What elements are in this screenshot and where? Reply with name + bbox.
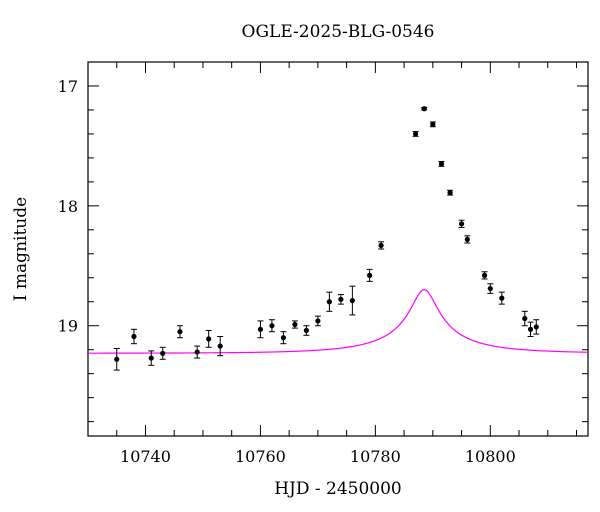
- data-point: [148, 350, 155, 366]
- data-point: [464, 235, 471, 244]
- x-axis-label: HJD - 2450000: [274, 479, 402, 499]
- data-point: [438, 160, 445, 167]
- data-point: [314, 315, 321, 327]
- chart-title: OGLE-2025-BLG-0546: [241, 22, 435, 42]
- data-point: [205, 330, 212, 348]
- data-point: [429, 121, 436, 128]
- data-point: [421, 106, 428, 112]
- data-point: [533, 319, 540, 335]
- data-marker: [499, 295, 505, 301]
- data-marker: [292, 321, 298, 328]
- data-marker: [194, 349, 200, 355]
- data-point: [326, 291, 333, 312]
- data-point: [481, 271, 488, 280]
- data-point: [458, 219, 465, 228]
- data-marker: [315, 318, 321, 324]
- data-marker: [206, 336, 212, 342]
- data-marker: [447, 190, 453, 196]
- data-marker: [367, 272, 373, 278]
- data-marker: [257, 326, 264, 332]
- y-axis-label: I magnitude: [11, 197, 31, 301]
- data-point: [176, 325, 183, 339]
- data-marker: [177, 329, 183, 335]
- data-marker: [522, 315, 528, 322]
- data-marker: [280, 335, 287, 341]
- model-curve: [88, 289, 589, 354]
- data-marker: [303, 327, 309, 334]
- data-point: [349, 285, 356, 316]
- data-point: [303, 325, 310, 336]
- data-point: [412, 131, 419, 137]
- data-point: [217, 336, 224, 357]
- data-marker: [430, 121, 436, 127]
- data-point: [527, 321, 534, 338]
- data-point: [280, 331, 287, 345]
- data-point: [498, 291, 505, 305]
- data-marker: [217, 343, 223, 349]
- data-point: [521, 310, 528, 327]
- data-marker: [114, 356, 120, 362]
- axis-tick-labels: 10740 10760 10780 10800 17 18 19: [58, 77, 516, 466]
- data-point: [113, 347, 120, 371]
- data-marker: [487, 285, 493, 292]
- data-point: [378, 241, 385, 250]
- data-point: [366, 268, 373, 282]
- data-marker: [421, 106, 427, 112]
- data-point: [194, 345, 201, 359]
- data-points-layer: [113, 106, 540, 371]
- data-point: [268, 319, 275, 333]
- x-tick-label: 10800: [465, 447, 516, 466]
- data-marker: [527, 326, 534, 332]
- data-marker: [338, 296, 344, 302]
- data-marker: [438, 161, 445, 167]
- data-marker: [148, 355, 154, 361]
- data-point: [130, 328, 137, 345]
- x-tick-label: 10740: [120, 447, 171, 466]
- plot-frame: [87, 61, 589, 437]
- data-point: [447, 189, 454, 196]
- model-curve-layer: [88, 289, 589, 354]
- data-marker: [269, 323, 275, 329]
- data-point: [487, 283, 494, 294]
- data-point: [257, 320, 264, 339]
- data-marker: [412, 131, 419, 137]
- plot-border: [87, 61, 589, 437]
- y-tick-label: 18: [58, 197, 78, 216]
- data-marker: [160, 350, 166, 356]
- data-marker: [458, 221, 465, 227]
- data-point: [159, 346, 166, 360]
- data-marker: [378, 242, 384, 249]
- y-tick-label: 17: [58, 77, 78, 96]
- data-marker: [131, 333, 137, 340]
- data-marker: [464, 236, 470, 243]
- data-marker: [481, 272, 488, 278]
- data-point: [337, 294, 344, 305]
- x-tick-label: 10760: [235, 447, 286, 466]
- axis-ticks: [87, 61, 588, 436]
- data-marker: [349, 297, 355, 304]
- data-point: [291, 320, 298, 329]
- y-tick-label: 19: [58, 317, 78, 336]
- x-tick-label: 10780: [350, 447, 401, 466]
- data-marker: [326, 299, 332, 305]
- data-marker: [533, 324, 539, 330]
